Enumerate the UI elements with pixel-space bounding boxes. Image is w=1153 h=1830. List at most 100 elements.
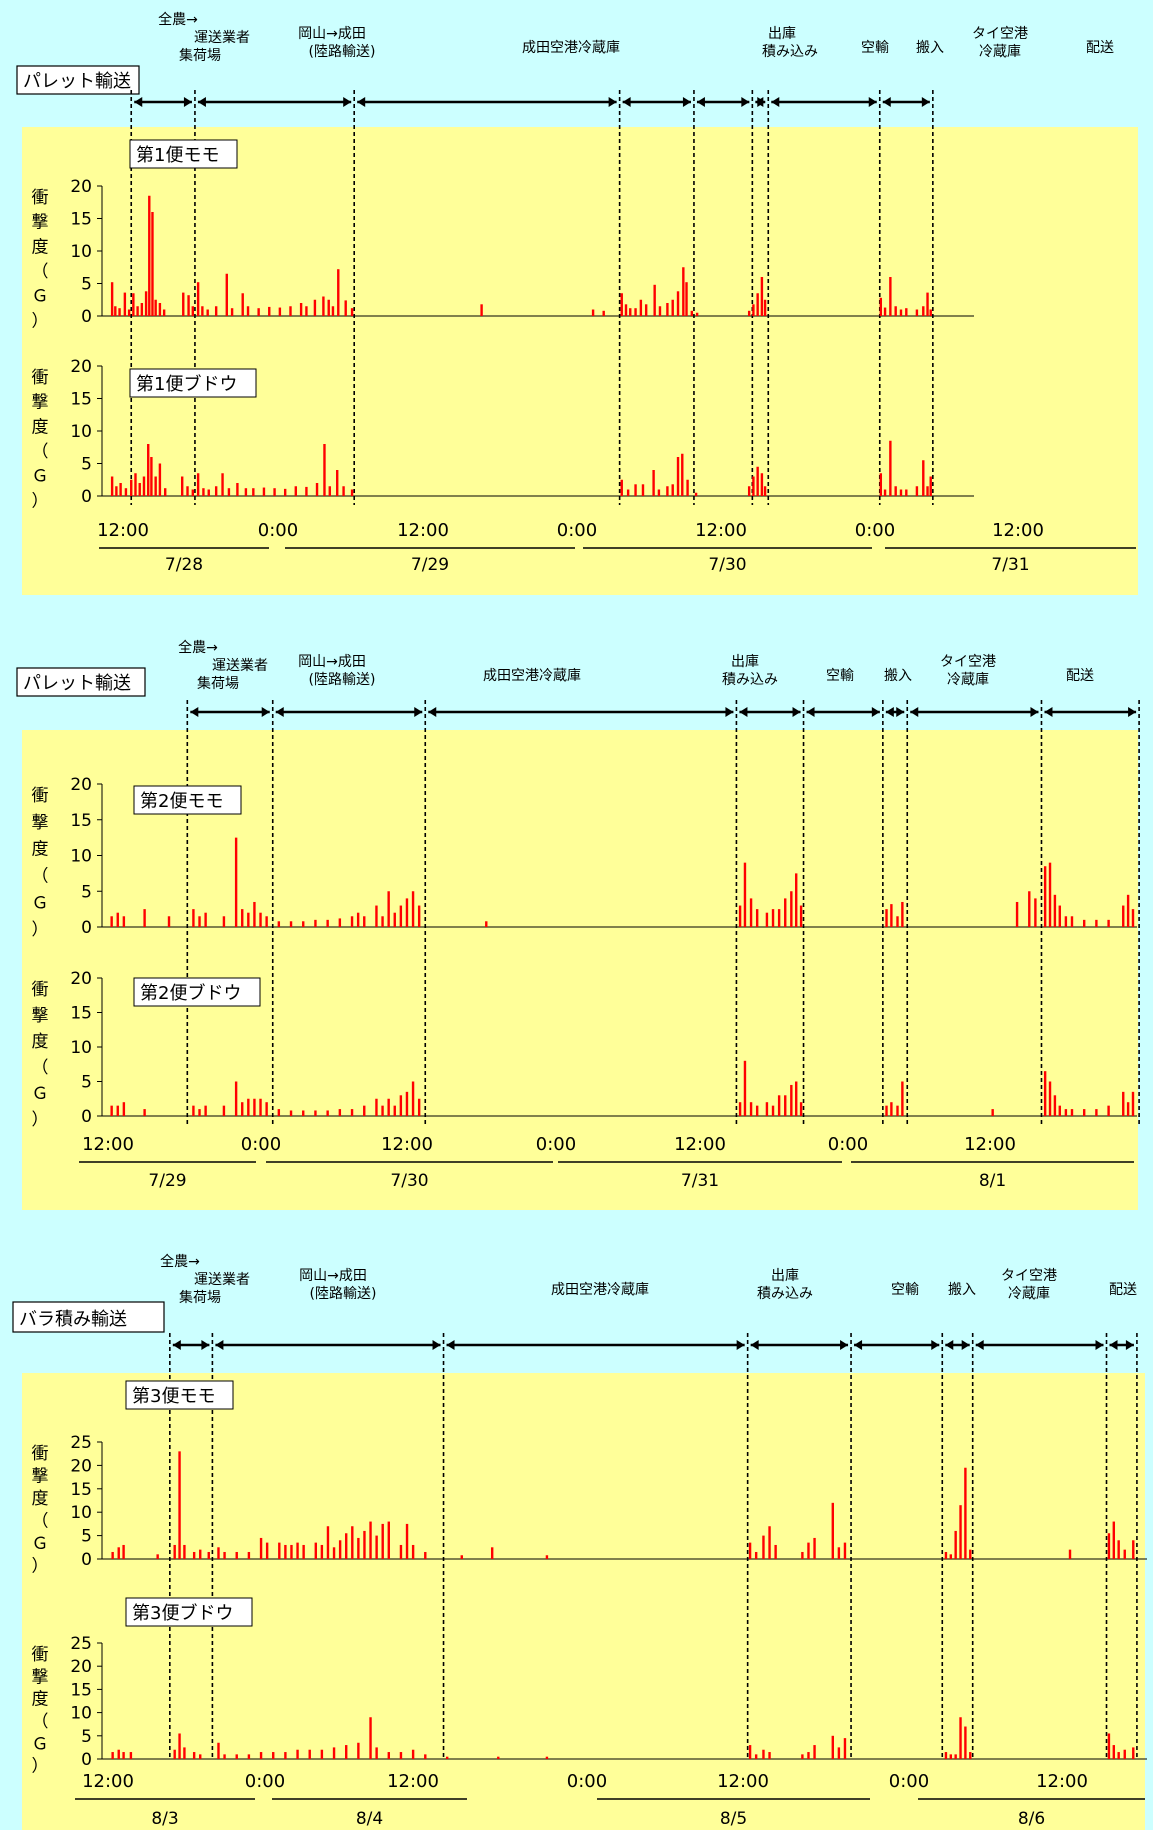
data-bar (117, 1749, 120, 1759)
data-bar (411, 1544, 415, 1559)
data-bar (1131, 909, 1135, 927)
transport-label-box (16, 65, 140, 95)
data-bar (843, 1738, 847, 1759)
y-tick-label: 10 (70, 242, 92, 262)
time-tick-label: 0:00 (245, 1771, 285, 1792)
data-bar (666, 486, 669, 496)
data-bar (117, 1547, 120, 1559)
y-axis-label-char: ） (32, 311, 49, 331)
data-bar (259, 1752, 263, 1759)
data-bar (894, 306, 897, 316)
data-bar (682, 267, 685, 316)
data-bar (749, 898, 753, 927)
data-bar (1117, 1752, 1120, 1759)
arrow-head (739, 707, 748, 717)
data-bar (405, 898, 409, 927)
data-bar (230, 308, 234, 316)
date-label: 7/29 (148, 1171, 186, 1191)
data-bar (768, 1752, 771, 1759)
arrow-head (172, 1340, 181, 1350)
data-bar (338, 1540, 342, 1559)
data-bar (253, 1098, 256, 1116)
transport-label: パレット輸送 (23, 71, 131, 92)
time-tick-label: 12:00 (964, 1134, 1016, 1155)
data-bar (883, 489, 887, 496)
chart-title: 第3便モモ (132, 1386, 215, 1407)
data-bar (889, 440, 892, 496)
data-bar (236, 483, 239, 496)
data-bar (1123, 1549, 1126, 1559)
data-bar (338, 1109, 342, 1116)
time-tick-label: 12:00 (397, 520, 449, 541)
y-tick-label: 20 (70, 1456, 92, 1476)
chart-title: 第1便ブドウ (136, 373, 237, 395)
data-bar (142, 476, 146, 496)
data-bar (762, 1535, 765, 1559)
y-tick-label: 25 (70, 1433, 92, 1453)
y-axis-label-char: 衝 (32, 188, 49, 208)
data-bar (929, 309, 932, 316)
data-bar (204, 1105, 207, 1116)
stage-label: 冷蔵庫 (947, 671, 989, 688)
date-label: 7/30 (390, 1171, 428, 1191)
data-bar (894, 486, 897, 496)
y-axis-label-char: 衝 (32, 980, 49, 1000)
y-axis-label-char: （ (32, 442, 49, 462)
y-tick-label: 5 (81, 1073, 92, 1093)
data-bar (296, 1749, 299, 1759)
stage-label: (陸路輸送) (309, 44, 376, 60)
data-bar (151, 212, 154, 316)
stage-label: 冷蔵庫 (979, 43, 1021, 60)
arrow-head (896, 707, 905, 717)
data-bar (405, 1091, 409, 1116)
data-bar (314, 1110, 317, 1116)
data-bar (620, 293, 623, 316)
y-tick-label: 10 (70, 1503, 92, 1523)
data-bar (259, 1537, 263, 1559)
data-bar (369, 1717, 372, 1759)
y-tick-label: 5 (81, 275, 92, 295)
data-bar (202, 488, 205, 496)
data-bar (1070, 916, 1074, 927)
data-bar (1015, 901, 1019, 927)
data-bar (399, 905, 403, 927)
data-bar (143, 909, 146, 927)
y-tick-label: 20 (70, 357, 92, 377)
y-axis-label-char: 衝 (32, 1444, 49, 1464)
data-bar (328, 486, 331, 496)
data-bar (290, 1544, 293, 1559)
stage-label: 冷蔵庫 (1008, 1285, 1050, 1302)
y-axis-label-char: 撃 (32, 393, 49, 413)
arrow-head (771, 97, 780, 107)
y-tick-label: 20 (70, 775, 92, 795)
data-bar (790, 891, 793, 927)
data-bar (345, 1533, 348, 1559)
data-bar (843, 1542, 847, 1559)
data-bar (305, 486, 308, 496)
data-bar (225, 273, 228, 316)
data-bar (890, 904, 893, 927)
time-tick-label: 12:00 (82, 1134, 134, 1155)
y-axis-label-char: 撃 (32, 1467, 49, 1487)
data-bar (777, 1095, 781, 1116)
data-bar (116, 912, 119, 927)
data-bar (148, 195, 151, 316)
data-bar (949, 1754, 952, 1759)
data-bar (344, 300, 347, 316)
data-bar (294, 486, 298, 496)
data-bar (762, 1749, 765, 1759)
y-axis-label-char: ） (32, 1757, 49, 1777)
y-tick-label: 10 (70, 1704, 92, 1724)
y-axis-label-char: （ (32, 1712, 49, 1732)
transport-label-box (16, 667, 146, 697)
data-bar (1126, 894, 1130, 927)
data-bar (302, 1544, 305, 1559)
data-bar (754, 1754, 758, 1759)
data-bar (315, 483, 319, 496)
data-bar (351, 1526, 354, 1559)
data-bar (158, 463, 162, 496)
arrow-head (1128, 707, 1137, 717)
data-bar (944, 1752, 948, 1759)
data-bar (191, 489, 195, 496)
arrow-head (432, 1340, 441, 1350)
